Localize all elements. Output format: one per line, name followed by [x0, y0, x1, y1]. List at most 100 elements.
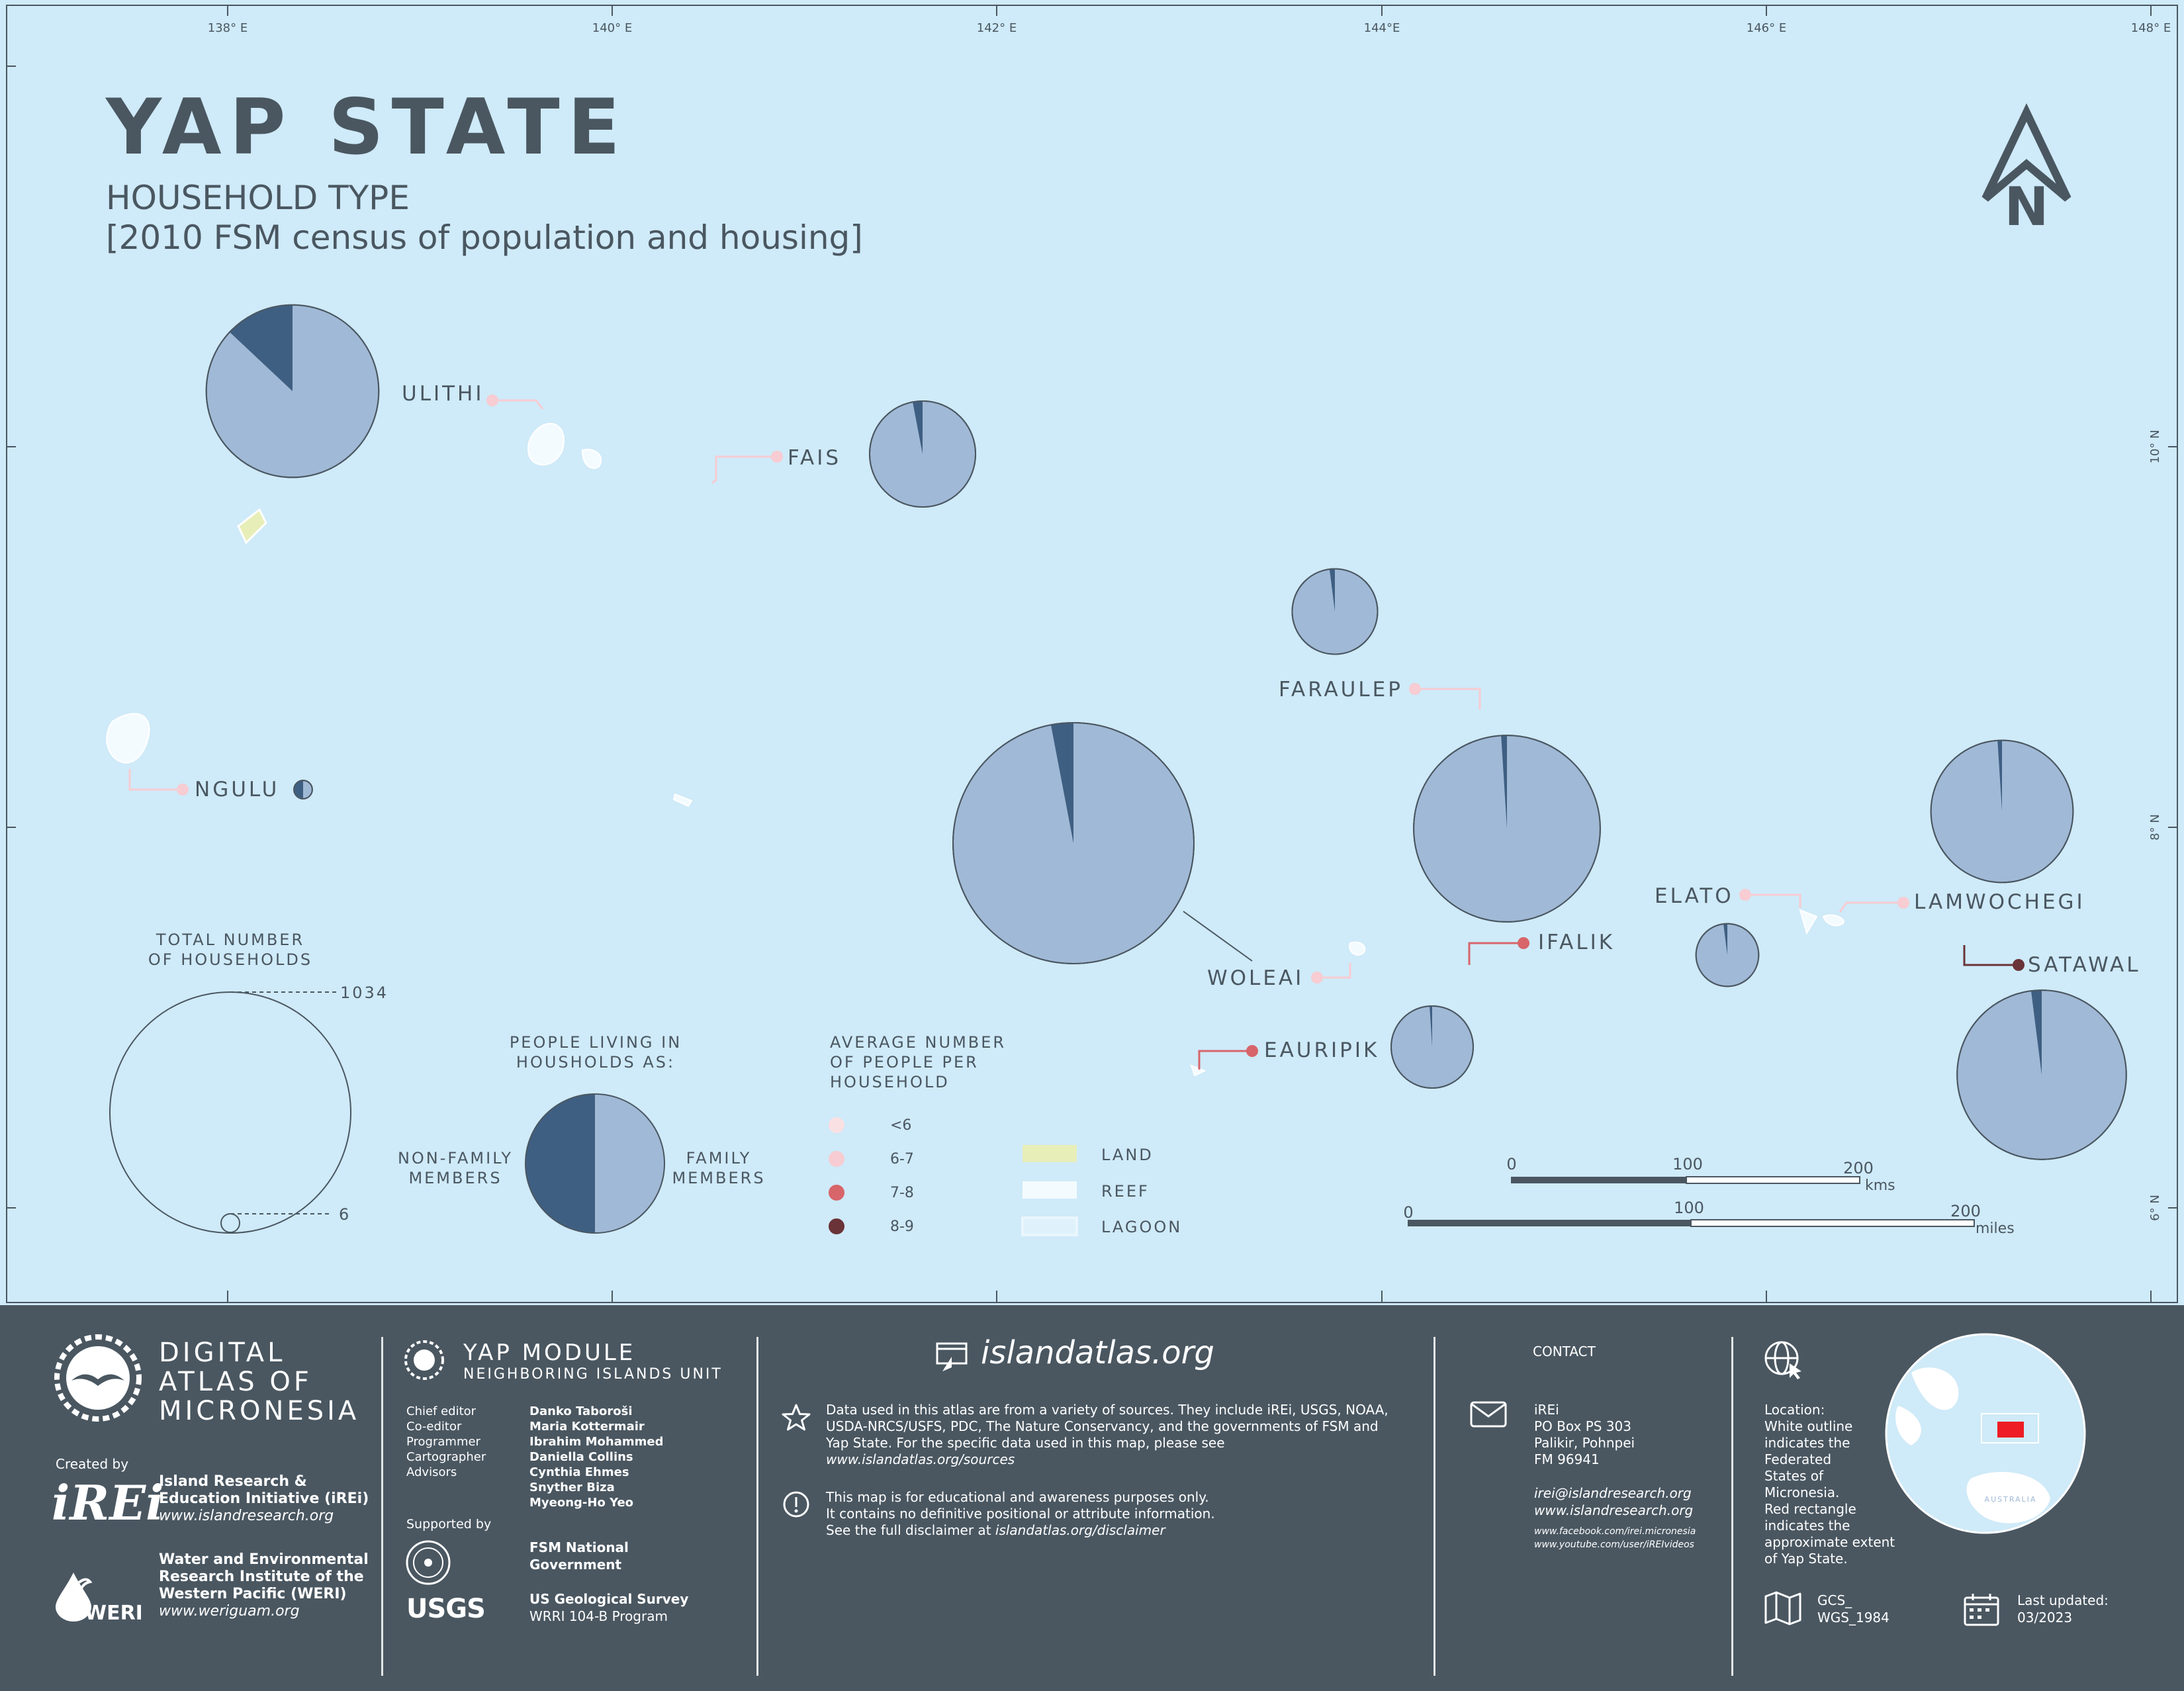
- credit-role: Cartographer: [406, 1450, 486, 1464]
- credit-name: Cynthia Ehmes: [529, 1465, 629, 1479]
- data-note-3: Yap State. For the specific data used in…: [826, 1435, 1225, 1451]
- island-eauripik: EAURIPIK: [1198, 1005, 1475, 1089]
- contact-web[interactable]: www.islandresearch.org: [1534, 1502, 1694, 1518]
- fais-pie-outline: [868, 400, 977, 508]
- legend-lagoon-swatch: [1021, 1216, 1078, 1236]
- legend-average-people: AVERAGE NUMBER OF PEOPLE PER HOUSEHOLD <…: [829, 1033, 1006, 1235]
- globe-australia-label: AUSTRALIA: [1985, 1495, 2037, 1504]
- eauripik-label: EAURIPIK: [1264, 1038, 1379, 1062]
- legend-cover: [1021, 1145, 1078, 1236]
- ngulu-label: NGULU: [195, 778, 279, 801]
- data-note-1: Data used in this atlas are from a varie…: [826, 1402, 1388, 1418]
- lon-label-146: 146° E: [1747, 21, 1786, 35]
- address-line: Palikir, Pohnpei: [1534, 1435, 1635, 1451]
- calendar-icon: [1964, 1594, 1999, 1626]
- woleai-leader: [1317, 963, 1351, 979]
- scale-km-dark: [1511, 1177, 1686, 1183]
- island-elato: ELATO: [1655, 884, 1801, 987]
- ulithi-avg-dot: [486, 394, 498, 406]
- map-subtitle: HOUSEHOLD TYPE: [106, 179, 410, 217]
- legend-total-title-2: OF HOUSEHOLDS: [148, 950, 312, 969]
- location-note-line: of Yap State.: [1764, 1551, 1848, 1567]
- eauripik-reef: [1190, 1064, 1206, 1077]
- credit-name: Danko Taboroši: [529, 1404, 633, 1418]
- satawal-pie-nonfamily: [2030, 990, 2042, 1075]
- website-link[interactable]: islandatlas.org: [981, 1334, 1214, 1371]
- lamotrek-islet: [1822, 914, 1844, 927]
- module-subtitle: NEIGHBORING ISLANDS UNIT: [463, 1366, 723, 1383]
- legend-avg-label-lt6: <6: [890, 1117, 911, 1134]
- legend-nonfamily-label-2: MEMBERS: [408, 1169, 502, 1187]
- brand-line-2: ATLAS OF: [159, 1367, 312, 1397]
- island-lamwochegi: LAMWOCHEGI: [1839, 739, 2083, 914]
- contact-youtube[interactable]: www.youtube.com/user/iREIvideos: [1534, 1539, 1694, 1550]
- elato-pie-nonfamily: [1723, 923, 1727, 955]
- lamwochegi-avg-dot: [1897, 897, 1909, 909]
- reef-shape: [672, 793, 693, 807]
- scale-bar-km: 0 100 200 kms: [1506, 1155, 1895, 1194]
- last-updated-label: Last updated:: [2017, 1592, 2109, 1608]
- contact-email[interactable]: irei@islandresearch.org: [1534, 1485, 1692, 1501]
- legend-lagoon-label: LAGOON: [1101, 1218, 1182, 1236]
- footer: DIGITAL ATLAS OF MICRONESIA Created by i…: [0, 1305, 2184, 1691]
- location-note-line: indicates the: [1764, 1435, 1850, 1451]
- legend-avg-title-1: AVERAGE NUMBER: [830, 1033, 1006, 1052]
- disclaimer-3: See the full disclaimer at islandatlas.o…: [826, 1522, 1165, 1538]
- credit-role: Advisors: [406, 1465, 457, 1479]
- atlas-logo-icon: [54, 1334, 142, 1422]
- ulithi-label: ULITHI: [402, 382, 484, 406]
- weri-name-2: Research Institute of the: [159, 1569, 364, 1585]
- contact-facebook[interactable]: www.facebook.com/irei.micronesia: [1534, 1526, 1696, 1537]
- legend-reef-swatch: [1023, 1181, 1077, 1199]
- disclaimer-3-text: See the full disclaimer at: [826, 1522, 995, 1538]
- woleai-pie-outline: [952, 722, 1195, 964]
- credit-name: Snyther Biza: [529, 1481, 615, 1494]
- credit-name: Maria Kottermair: [529, 1420, 645, 1434]
- eauripik-pie-nonfamily: [1430, 1005, 1432, 1047]
- eauripik-avg-dot: [1246, 1045, 1258, 1057]
- scale-km-200: 200: [1843, 1159, 1874, 1177]
- ulithi-leader: [492, 399, 544, 410]
- usgs-name: US Geological Survey: [529, 1591, 689, 1607]
- scale-mi-light: [1690, 1219, 1975, 1227]
- ifalik-leader: [1468, 942, 1524, 965]
- info-icon: [783, 1491, 809, 1518]
- ifalik-pie-nonfamily: [1501, 735, 1507, 829]
- credit-name: Myeong-Ho Yeo: [529, 1496, 634, 1510]
- location-note-line: indicates the: [1764, 1518, 1850, 1533]
- legend-total-min: 6: [339, 1205, 351, 1224]
- woleai-label: WOLEAI: [1207, 966, 1304, 990]
- credit-name: Ibrahim Mohammed: [529, 1435, 664, 1449]
- weri-name-1: Water and Environmental: [159, 1551, 369, 1568]
- island-ulithi: ULITHI: [205, 304, 544, 479]
- legend-avg-dot-lt6: [829, 1117, 844, 1133]
- graticule-ticks: [7, 5, 2177, 1303]
- satawal-avg-dot: [2013, 959, 2025, 971]
- disclaimer-link[interactable]: islandatlas.org/disclaimer: [995, 1522, 1165, 1538]
- legend-avg-label-6-7: 6-7: [890, 1151, 914, 1167]
- lat-label-10n: 10° N: [2148, 430, 2162, 463]
- lon-label-144: 144°E: [1364, 21, 1400, 35]
- footer-divider-3: [1433, 1337, 1435, 1676]
- footer-divider-4: [1731, 1337, 1733, 1676]
- legend-total-max: 1034: [340, 983, 388, 1002]
- location-note-line: Location:: [1764, 1402, 1825, 1418]
- weri-name-3: Western Pacific (WERI): [159, 1586, 347, 1602]
- weri-logo: WERI: [85, 1602, 143, 1625]
- location-note-line: Red rectangle: [1764, 1501, 1856, 1517]
- scale-km-0: 0: [1506, 1155, 1516, 1173]
- data-note-2: USDA-NRCS/USFS, PDC, The Nature Conserva…: [826, 1418, 1379, 1434]
- scale-mi-dark: [1408, 1220, 1691, 1226]
- ulithi-pie-nonfamily: [230, 304, 293, 391]
- island-shapes: [106, 423, 1844, 1077]
- ulithi-atoll: [527, 423, 565, 466]
- star-icon: [782, 1404, 811, 1431]
- credit-role: Programmer: [406, 1435, 480, 1449]
- fais-avg-dot: [771, 451, 783, 463]
- legend-land-swatch: [1023, 1145, 1077, 1162]
- data-sources-link[interactable]: www.islandatlas.org/sources: [826, 1451, 1015, 1467]
- ifalik-pie-outline: [1413, 735, 1601, 923]
- island-ifalik: IFALIK: [1413, 735, 1612, 965]
- lamwochegi-pie-nonfamily: [1997, 740, 2002, 811]
- address-line: PO Box PS 303: [1534, 1418, 1631, 1434]
